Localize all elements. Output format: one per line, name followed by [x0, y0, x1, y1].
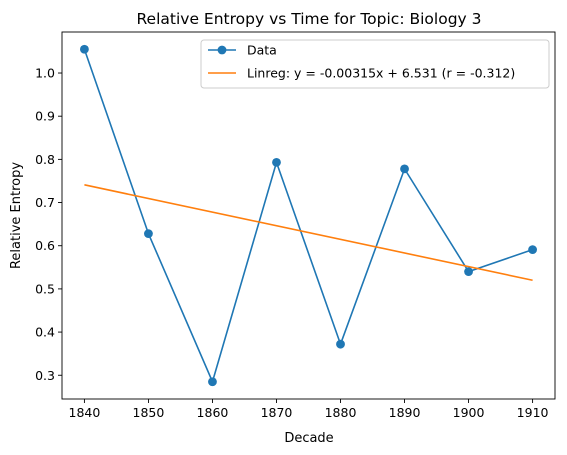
chart-title: Relative Entropy vs Time for Topic: Biol… — [136, 10, 481, 28]
y-tick-label: 0.4 — [35, 325, 55, 340]
y-axis-ticks: 0.3 0.4 0.5 0.6 0.7 0.8 0.9 1.0 — [35, 66, 62, 383]
x-tick-label: 1850 — [133, 405, 165, 420]
y-tick-label: 0.3 — [35, 368, 55, 383]
data-series-line — [83, 49, 533, 383]
x-tick-label: 1880 — [325, 405, 357, 420]
legend-label-data: Data — [247, 43, 277, 58]
data-point — [208, 377, 217, 387]
x-tick-label: 1910 — [517, 405, 549, 420]
data-point — [400, 164, 409, 174]
data-point — [80, 44, 89, 54]
x-tick-label: 1840 — [69, 405, 101, 420]
y-tick-label: 0.5 — [35, 281, 55, 296]
y-tick-label: 0.9 — [35, 109, 55, 124]
y-tick-label: 0.8 — [35, 152, 55, 167]
x-tick-label: 1900 — [453, 405, 485, 420]
y-tick-label: 1.0 — [35, 66, 55, 81]
series-layer — [80, 44, 537, 387]
data-point — [528, 245, 537, 255]
plot-area — [61, 31, 556, 400]
legend-data-marker-swatch — [217, 45, 227, 55]
x-tick-label: 1860 — [197, 405, 229, 420]
x-axis-ticks: 1840 1850 1860 1870 1880 1890 1900 1910 — [69, 399, 549, 420]
data-point — [464, 267, 473, 277]
y-tick-label: 0.7 — [35, 195, 55, 210]
x-tick-label: 1890 — [389, 405, 421, 420]
x-tick-label: 1870 — [261, 405, 293, 420]
y-axis-label: Relative Entropy — [9, 162, 24, 269]
legend-label-linreg: Linreg: y = -0.00315x + 6.531 (r = -0.31… — [247, 66, 515, 81]
legend: Data Linreg: y = -0.00315x + 6.531 (r = … — [200, 39, 550, 89]
linreg-line — [84, 184, 533, 282]
data-point — [144, 229, 153, 239]
y-tick-label: 0.6 — [35, 238, 55, 253]
legend-frame — [200, 39, 550, 89]
data-point — [272, 157, 281, 167]
x-axis-label: Decade — [284, 431, 333, 446]
data-point — [336, 339, 345, 349]
